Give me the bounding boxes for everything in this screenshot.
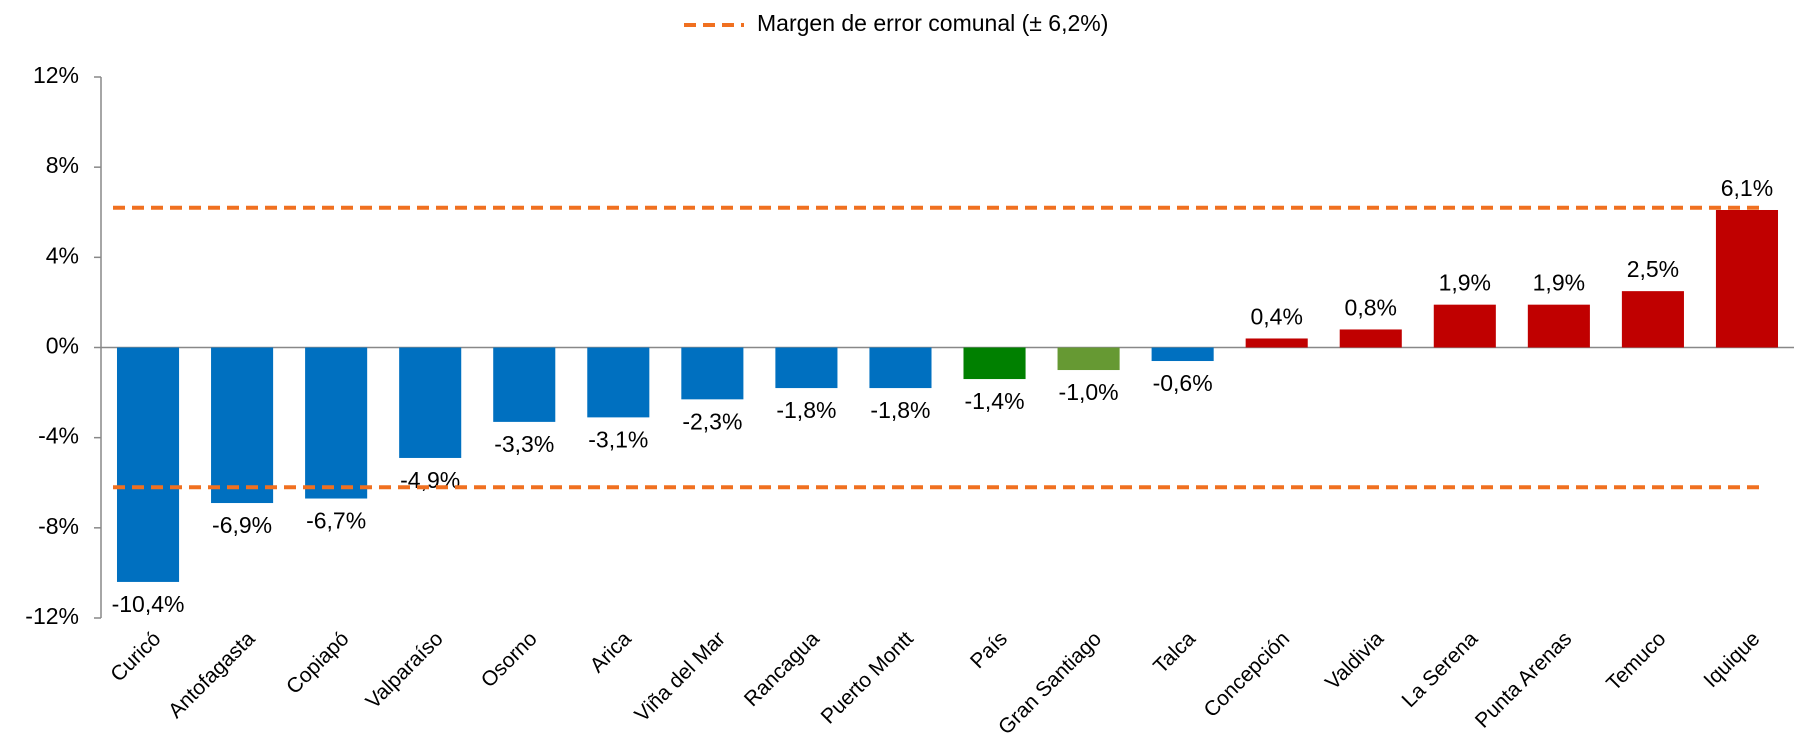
value-label: -6,9% [212, 512, 272, 538]
value-label: -10,4% [112, 591, 185, 617]
x-tick-label: Rancagua [740, 627, 824, 711]
x-tick-label: Valdivia [1321, 627, 1388, 694]
x-tick-label: Arica [586, 627, 636, 677]
bar [681, 347, 744, 400]
value-label: 0,4% [1250, 304, 1302, 330]
bar [211, 347, 274, 504]
bar [587, 347, 650, 418]
value-label: -2,3% [682, 408, 742, 434]
bar [493, 347, 556, 422]
x-tick-label: Talca [1149, 627, 1200, 678]
bar [1057, 347, 1120, 371]
y-tick-label: 12% [33, 62, 79, 88]
bar [869, 347, 932, 389]
value-label: 0,8% [1345, 295, 1397, 321]
bar [116, 347, 180, 582]
y-tick-label: 4% [46, 242, 79, 268]
x-tick-label: Osorno [477, 627, 542, 692]
value-label: -3,3% [494, 431, 554, 457]
bar [1339, 329, 1402, 348]
bar [305, 347, 368, 499]
value-label: 1,9% [1439, 270, 1491, 296]
x-tick-label: Copiapó [282, 627, 354, 699]
bar [1621, 291, 1684, 348]
bar [963, 347, 1026, 380]
x-tick-label: Iquique [1699, 627, 1764, 692]
x-tick-label: Puerto Montt [817, 627, 918, 728]
bar [1151, 347, 1214, 362]
value-label: -1,0% [1059, 379, 1119, 405]
y-tick-label: -4% [38, 423, 79, 449]
x-tick-label: Curicó [106, 627, 165, 686]
value-label: -1,4% [964, 388, 1024, 414]
x-tick-label: Punta Arenas [1471, 627, 1576, 732]
legend-label: Margen de error comunal (± 6,2%) [757, 10, 1108, 36]
bar [1433, 304, 1496, 348]
x-tick-label: Antofagasta [164, 627, 260, 723]
bar [399, 347, 462, 458]
value-label: -1,8% [776, 397, 836, 423]
x-tick-label: Temuco [1602, 627, 1670, 695]
value-label: -3,1% [588, 426, 648, 452]
x-tick-label: Concepción [1199, 627, 1294, 722]
value-label: -1,8% [870, 397, 930, 423]
x-tick-label: La Serena [1397, 627, 1482, 712]
value-label: 6,1% [1721, 175, 1773, 201]
bar [1715, 209, 1779, 348]
y-tick-label: 0% [46, 333, 79, 359]
x-tick-label: Valparaíso [361, 627, 447, 713]
value-label: 1,9% [1533, 270, 1585, 296]
y-tick-label: 8% [46, 152, 79, 178]
value-label: -0,6% [1153, 370, 1213, 396]
bar [775, 347, 838, 389]
value-label: 2,5% [1627, 256, 1679, 282]
bar [1527, 304, 1590, 348]
value-label: -6,7% [306, 508, 366, 534]
value-label: -4,9% [400, 467, 460, 493]
x-tick-label: País [966, 627, 1012, 673]
bar [1245, 338, 1308, 348]
y-tick-label: -8% [38, 513, 79, 539]
y-tick-label: -12% [25, 603, 79, 629]
x-tick-label: Viña del Mar [630, 627, 729, 726]
